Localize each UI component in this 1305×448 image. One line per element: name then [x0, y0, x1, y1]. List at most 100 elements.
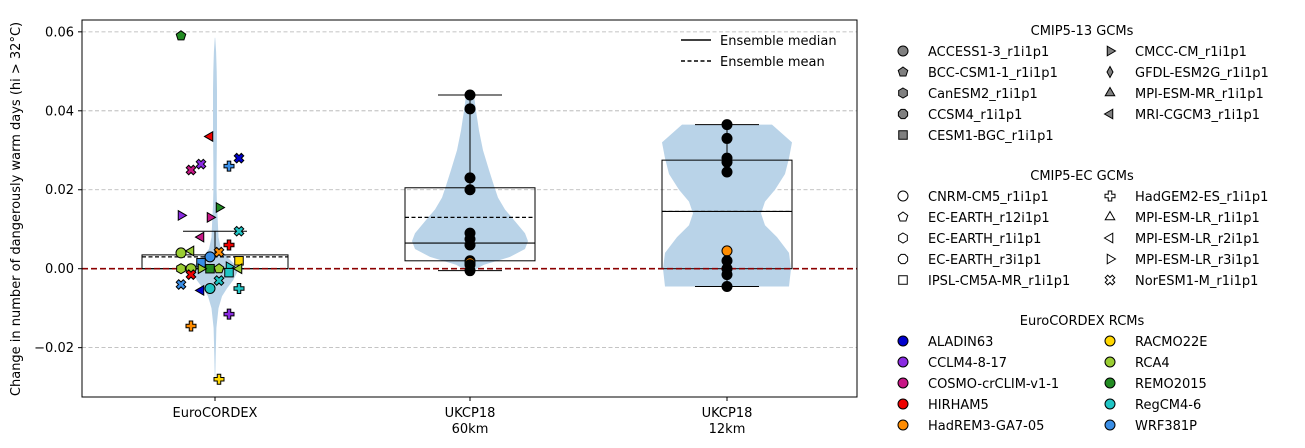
x-tick-label: 12km: [709, 422, 746, 437]
legend-marker: [897, 335, 909, 347]
data-point-shape: [721, 156, 733, 168]
data-point-shape: [213, 246, 225, 258]
data-point-shape: [721, 119, 733, 131]
legend-marker: [897, 356, 909, 368]
y-tick-label: 0.00: [45, 262, 74, 277]
legend-label: HadREM3-GA7-05: [928, 419, 1044, 434]
data-point-shape: [197, 263, 208, 275]
data-point: [176, 263, 186, 275]
data-point: [464, 184, 476, 196]
legend-marker-shape: [1106, 45, 1117, 57]
legend-marker: [1104, 419, 1116, 431]
data-point-shape: [223, 160, 235, 172]
legend-label: MRI-CGCM3_r1i1p1: [1135, 108, 1260, 123]
legend-marker: [1104, 377, 1116, 389]
legend-marker-shape: [897, 45, 909, 57]
data-point: [195, 158, 207, 170]
x-tick-label: EuroCORDEX: [173, 406, 258, 421]
violins: [192, 37, 792, 380]
data-point-shape: [464, 89, 476, 101]
data-point: [213, 246, 225, 258]
legend-marker: [1104, 398, 1116, 410]
legend-marker-shape: [1104, 190, 1116, 202]
legend-label: MPI-ESM-MR_r1i1p1: [1135, 87, 1264, 102]
legend-marker-shape: [898, 232, 908, 244]
data-point-shape: [204, 282, 216, 294]
legend-marker: [897, 398, 909, 410]
data-point: [464, 89, 476, 101]
data-point: [721, 166, 733, 178]
data-point: [721, 132, 733, 144]
legend-title: EuroCORDEX RCMs: [1020, 314, 1145, 329]
data-point: [721, 119, 733, 131]
legend-marker-shape: [898, 87, 908, 99]
data-point-shape: [185, 164, 197, 176]
legend-marker-shape: [897, 398, 909, 410]
data-point-shape: [232, 263, 243, 275]
data-point-shape: [464, 239, 476, 251]
legend-marker-shape: [897, 356, 909, 368]
data-point-shape: [223, 308, 235, 320]
legend-marker-shape: [1104, 356, 1116, 368]
legend-marker: [897, 419, 909, 431]
legend-line-label: Ensemble median: [720, 34, 837, 49]
data-point: [233, 225, 245, 237]
y-axis-label: Change in number of dangerously warm day…: [9, 22, 24, 396]
legend-marker-shape: [897, 190, 909, 202]
legend-marker-shape: [1104, 335, 1116, 347]
legend-label: REMO2015: [1135, 377, 1207, 392]
legend-label: EC-EARTH_r3i1p1: [928, 253, 1041, 268]
legend-marker: [1104, 274, 1116, 286]
legend-label: WRF381P: [1135, 419, 1197, 434]
legend-marker-shape: [897, 211, 909, 222]
data-point: [175, 279, 187, 290]
legend-label: IPSL-CM5A-MR_r1i1p1: [928, 274, 1070, 289]
legend-label: ALADIN63: [928, 335, 993, 350]
data-point: [215, 201, 226, 214]
data-point: [213, 263, 225, 274]
legend-title: CMIP5-EC GCMs: [1030, 169, 1134, 184]
legend-marker-shape: [1104, 274, 1116, 286]
legend-marker-shape: [897, 335, 909, 347]
legend-marker: [898, 87, 908, 99]
data-point: [223, 239, 235, 251]
legend-marker: [897, 377, 909, 389]
data-point: [223, 160, 235, 172]
legend-marker: [1106, 45, 1117, 57]
data-point-shape: [175, 30, 187, 41]
data-point-shape: [175, 279, 187, 290]
legend-label: CCLM4-8-17: [928, 356, 1007, 371]
legend-label: RegCM4-6: [1135, 398, 1201, 413]
data-point-shape: [176, 263, 186, 275]
data-point-shape: [464, 265, 476, 277]
legend-marker-shape: [1104, 377, 1116, 389]
legend-marker: [1103, 232, 1114, 244]
legend-marker-shape: [897, 66, 909, 77]
legend-marker: [897, 108, 909, 120]
legend-marker: [897, 253, 909, 265]
legend-marker: [1106, 253, 1117, 265]
data-point-shape: [204, 251, 216, 263]
data-point-shape: [224, 267, 234, 278]
legend-label: CNRM-CM5_r1i1p1: [928, 190, 1049, 205]
legend-label: MPI-ESM-LR_r3i1p1: [1135, 253, 1260, 268]
marker-legends: CMIP5-13 GCMs ACCESS1-3_r1i1p1 BCC-CSM1-1_…: [897, 24, 1269, 434]
data-point: [223, 308, 235, 320]
legend-label: ACCESS1-3_r1i1p1: [928, 45, 1049, 60]
data-point-shape: [213, 373, 225, 385]
legend-marker: [897, 190, 909, 202]
data-point: [233, 282, 245, 294]
data-point-shape: [721, 245, 733, 257]
legend-marker: [897, 211, 909, 222]
legend-marker: [1106, 65, 1114, 79]
legend-marker-shape: [1104, 398, 1116, 410]
data-point: [184, 245, 195, 257]
legend-marker-shape: [898, 130, 908, 140]
data-point-shape: [184, 245, 195, 257]
legend-marker: [1104, 210, 1116, 221]
legend-label: CanESM2_r1i1p1: [928, 87, 1038, 102]
data-point: [206, 211, 217, 224]
data-point-shape: [721, 166, 733, 178]
data-point: [204, 251, 216, 263]
